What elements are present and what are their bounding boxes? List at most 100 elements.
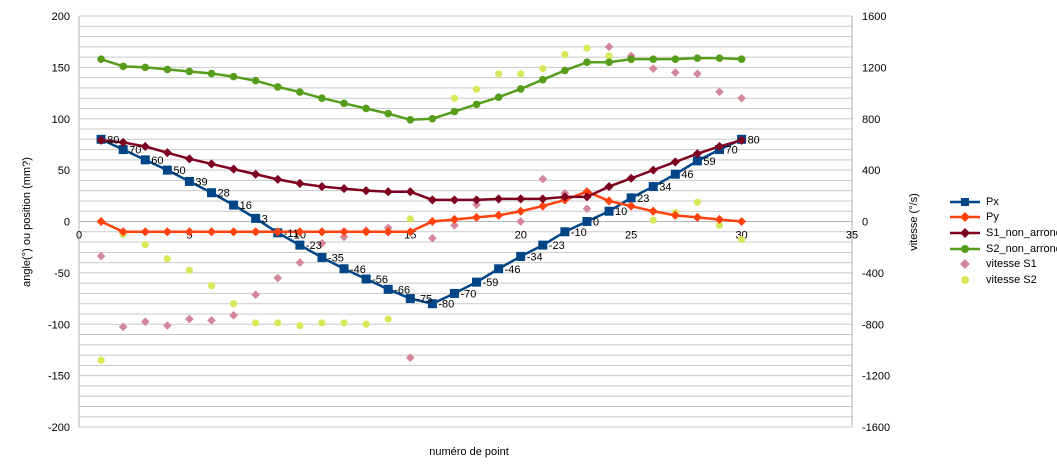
point-py xyxy=(692,212,702,222)
data-label-px: -59 xyxy=(483,277,499,289)
y-right-tick-label: 800 xyxy=(862,114,880,126)
point-py xyxy=(383,227,393,237)
point-px xyxy=(317,252,327,262)
point-vitesse-s1 xyxy=(670,68,680,77)
point-px xyxy=(604,206,614,216)
legend-label: S2_non_arrondi xyxy=(986,242,1057,255)
point-s1-non-arrondi xyxy=(737,135,747,145)
point-px xyxy=(229,200,239,210)
legend-item-px: Px xyxy=(948,194,1057,210)
point-vitesse-s2 xyxy=(362,320,370,328)
point-vitesse-s1 xyxy=(229,310,238,320)
point-py xyxy=(118,227,128,237)
point-s2-non-arrondi xyxy=(251,76,260,85)
point-s1-non-arrondi xyxy=(714,141,725,152)
point-px xyxy=(494,264,504,274)
point-s1-non-arrondi xyxy=(96,135,106,145)
data-label-px: -23 xyxy=(549,240,565,252)
point-py xyxy=(737,216,747,227)
point-py xyxy=(516,206,526,216)
data-label-px: 3 xyxy=(262,213,268,225)
y-left-tick-label: 200 xyxy=(52,11,70,23)
point-vitesse-s1 xyxy=(737,93,746,103)
data-label-px: 50 xyxy=(173,165,185,177)
point-s2-non-arrondi xyxy=(693,54,702,62)
point-vitesse-s2 xyxy=(693,198,702,206)
data-label-px: -35 xyxy=(328,252,344,264)
point-py xyxy=(449,214,460,225)
point-vitesse-s2 xyxy=(274,319,282,327)
point-s2-non-arrondi xyxy=(318,94,326,102)
y-right-tick-label: -400 xyxy=(862,268,884,280)
point-px xyxy=(427,299,437,309)
point-vitesse-s2 xyxy=(583,44,591,52)
point-s1-non-arrondi xyxy=(692,149,702,159)
point-vitesse-s1 xyxy=(96,251,106,261)
point-vitesse-s2 xyxy=(517,70,525,78)
point-s1-non-arrondi xyxy=(670,157,680,167)
point-s2-non-arrondi xyxy=(737,55,746,63)
point-s2-non-arrondi xyxy=(229,72,238,81)
point-vitesse-s1 xyxy=(538,174,548,184)
point-vitesse-s2 xyxy=(141,241,149,249)
data-label-px: 28 xyxy=(218,188,230,200)
point-s1-non-arrondi xyxy=(471,195,482,205)
point-s1-non-arrondi xyxy=(317,182,327,192)
data-label-px: -66 xyxy=(394,284,410,296)
point-px xyxy=(295,240,305,250)
point-s2-non-arrondi xyxy=(97,55,105,63)
legend-item-py: Py xyxy=(948,210,1057,226)
data-label-px: 46 xyxy=(681,169,693,181)
point-px xyxy=(361,274,371,284)
point-py xyxy=(229,227,239,237)
point-s1-non-arrondi xyxy=(648,165,658,175)
data-label-px: 59 xyxy=(703,156,715,168)
point-px xyxy=(626,193,636,203)
point-s1-non-arrondi xyxy=(449,195,460,205)
legend-item-vitesse-s1: vitesse S1 xyxy=(948,256,1057,272)
data-label-px: 80 xyxy=(748,134,760,146)
legend-symbol xyxy=(948,243,982,255)
point-s1-non-arrondi xyxy=(626,173,636,183)
point-s1-non-arrondi xyxy=(560,192,570,202)
data-label-px: 80 xyxy=(107,134,119,146)
point-vitesse-s2 xyxy=(649,216,657,224)
point-s2-non-arrondi xyxy=(428,114,437,123)
x-axis-title: numéro de point xyxy=(429,446,509,458)
point-s1-non-arrondi xyxy=(140,141,150,152)
point-px xyxy=(472,277,482,287)
data-label-px: 60 xyxy=(151,155,163,167)
point-vitesse-s1 xyxy=(273,273,283,283)
point-py xyxy=(582,187,592,197)
point-s2-non-arrondi xyxy=(163,65,172,74)
legend-symbol xyxy=(948,227,982,239)
point-s1-non-arrondi xyxy=(251,169,261,179)
point-s2-non-arrondi xyxy=(362,104,370,113)
tick-labels: 200150100500-50-100-150-2001600120080040… xyxy=(48,11,890,434)
point-vitesse-s2 xyxy=(296,321,304,330)
point-vitesse-s1 xyxy=(472,200,481,210)
point-s1-non-arrondi xyxy=(339,184,349,194)
point-py xyxy=(471,212,482,222)
data-label-px: -75 xyxy=(416,294,432,306)
point-s1-non-arrondi xyxy=(361,186,371,196)
y-right-tick-label: -1600 xyxy=(862,422,890,434)
point-vitesse-s2 xyxy=(207,282,216,290)
point-vitesse-s2 xyxy=(185,266,194,274)
series-vitesse-s1 xyxy=(96,42,746,362)
legend-item-s1-non-arrondi: S1_non_arrondi xyxy=(948,225,1057,241)
point-px xyxy=(405,294,415,304)
y-left-tick-label: 50 xyxy=(58,165,70,177)
point-vitesse-s2 xyxy=(230,300,238,308)
series-s2-non-arrondi xyxy=(97,54,746,124)
point-s2-non-arrondi xyxy=(185,67,194,76)
point-vitesse-s2 xyxy=(539,65,547,73)
y-left-tick-label: -100 xyxy=(48,319,70,331)
point-s2-non-arrondi xyxy=(605,58,613,67)
point-py xyxy=(317,227,327,237)
point-vitesse-s2 xyxy=(450,94,459,102)
point-s1-non-arrondi xyxy=(427,195,437,205)
point-py xyxy=(140,227,150,237)
